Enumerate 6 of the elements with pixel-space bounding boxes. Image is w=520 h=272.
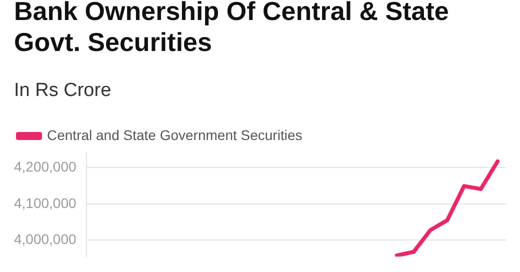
y-tick-label: 4,000,000 — [14, 231, 76, 248]
y-tick-label: 4,100,000 — [14, 194, 76, 211]
chart-subtitle: In Rs Crore — [14, 80, 112, 102]
chart-title: Bank Ownership Of Central & State Govt. Securities — [14, 0, 450, 58]
legend-label: Central and State Government Securities — [47, 126, 302, 143]
y-tick-label: 4,200,000 — [14, 158, 76, 174]
